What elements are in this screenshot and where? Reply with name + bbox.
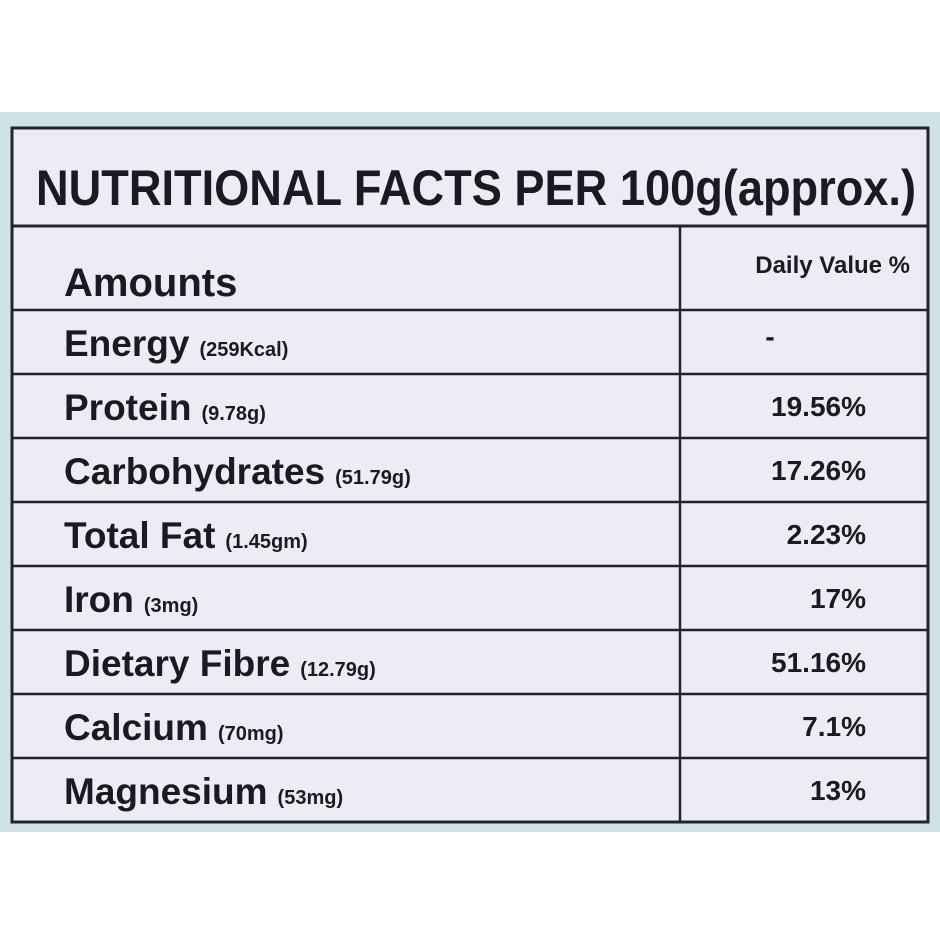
nutrient-cell: Dietary Fibre (12.79g) — [64, 643, 376, 684]
nutrient-amount: (53mg) — [278, 787, 344, 809]
nutrient-amount: (51.79g) — [335, 467, 411, 489]
nutrient-name: Iron — [64, 579, 134, 620]
nutrient-cell: Energy (259Kcal) — [64, 323, 288, 364]
title: NUTRITIONAL FACTS PER 100g(approx.) — [36, 160, 916, 216]
nutrient-amount: (3mg) — [144, 595, 198, 617]
daily-value: - — [765, 321, 774, 352]
nutrient-cell: Protein (9.78g) — [64, 387, 266, 428]
nutrient-name: Total Fat — [64, 515, 215, 556]
nutrient-cell: Iron (3mg) — [64, 579, 198, 620]
nutrient-amount: (70mg) — [218, 723, 284, 745]
nutrient-name: Carbohydrates — [64, 451, 325, 492]
nutrient-amount: (259Kcal) — [199, 339, 288, 361]
nutrient-name: Energy — [64, 323, 190, 364]
daily-value: 13% — [810, 775, 866, 806]
daily-value: 17% — [810, 583, 866, 614]
daily-value-header: Daily Value % — [755, 252, 910, 279]
nutrient-amount: (1.45gm) — [225, 531, 307, 553]
nutrient-cell: Total Fat (1.45gm) — [64, 515, 308, 556]
label-panel — [10, 126, 930, 824]
daily-value: 17.26% — [771, 455, 866, 486]
nutrient-cell: Magnesium (53mg) — [64, 771, 343, 812]
daily-value: 19.56% — [771, 391, 866, 422]
nutrient-name: Magnesium — [64, 771, 268, 812]
nutrient-amount: (9.78g) — [201, 403, 265, 425]
daily-value: 2.23% — [787, 519, 866, 550]
daily-value: 7.1% — [802, 711, 866, 742]
nutrient-cell: Carbohydrates (51.79g) — [64, 451, 411, 492]
nutrient-name: Protein — [64, 387, 191, 428]
amounts-header: Amounts — [64, 261, 237, 305]
nutrient-cell: Calcium (70mg) — [64, 707, 284, 748]
nutrient-amount: (12.79g) — [300, 659, 376, 681]
nutrient-name: Dietary Fibre — [64, 643, 290, 684]
daily-value: 51.16% — [771, 647, 866, 678]
nutrient-name: Calcium — [64, 707, 208, 748]
